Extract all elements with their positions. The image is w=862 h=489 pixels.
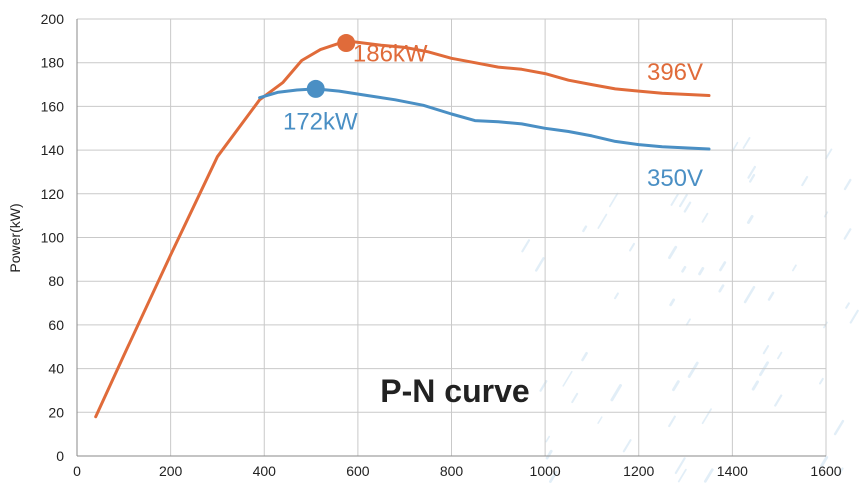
watermark-streak <box>838 467 844 476</box>
watermark-streak <box>668 245 678 260</box>
x-tick-label: 400 <box>253 463 277 479</box>
series-labels: 396V 186kW 350V 172kW <box>283 41 703 193</box>
watermark-streak <box>608 192 619 208</box>
x-tick-label: 0 <box>73 463 81 479</box>
watermark-streak <box>549 470 558 483</box>
watermark-streak <box>833 419 845 436</box>
watermark-streak <box>562 370 573 387</box>
y-tick-label: 140 <box>41 142 65 158</box>
series-name-label: 396V <box>647 59 703 86</box>
watermark-streak <box>678 193 688 208</box>
watermark-streak <box>751 380 759 391</box>
watermark-streak <box>767 291 775 301</box>
watermark-streak <box>521 239 531 253</box>
decorative-watermark <box>521 137 859 483</box>
watermark-streak <box>669 298 676 307</box>
chart-title: P-N curve <box>380 373 529 409</box>
watermark-streak <box>747 165 757 179</box>
watermark-streak <box>677 468 687 483</box>
watermark-streak <box>701 408 712 425</box>
watermark-streak <box>597 416 603 424</box>
watermark-streak <box>614 292 619 300</box>
y-tick-label: 0 <box>56 448 64 464</box>
x-tick-label: 200 <box>159 463 183 479</box>
watermark-streak <box>674 457 686 475</box>
y-tick-label: 40 <box>48 361 64 377</box>
y-tick-label: 60 <box>48 317 64 333</box>
watermark-streak <box>545 435 551 443</box>
watermark-streak <box>749 173 756 183</box>
watermark-streak <box>703 468 714 483</box>
peak-markers <box>306 34 356 98</box>
axes <box>76 19 826 457</box>
watermark-streak <box>825 148 833 160</box>
watermark-streak <box>622 439 632 453</box>
watermark-streak <box>774 394 783 407</box>
watermark-streak <box>845 302 850 309</box>
watermark-streak <box>534 257 545 272</box>
watermark-streak <box>849 309 859 324</box>
y-tick-label: 100 <box>41 230 65 246</box>
series-name-label: 350V <box>647 165 703 192</box>
y-axis-title: Power(kW) <box>7 203 23 272</box>
watermark-streak <box>843 228 852 240</box>
watermark-streak <box>628 242 636 252</box>
x-tick-label: 1400 <box>717 463 748 479</box>
peak-value-label: 186kW <box>353 41 428 68</box>
watermark-streak <box>746 214 754 224</box>
x-tick-label: 1600 <box>810 463 841 479</box>
series-lines <box>94 39 711 419</box>
tick-labels: 0 200 400 600 800 1000 1200 1400 1600 0 20 40 60 80 10… <box>41 11 842 479</box>
watermark-streak <box>571 392 579 404</box>
peak-value-label: 172kW <box>283 108 358 135</box>
watermark-streak <box>742 137 751 149</box>
watermark-streak <box>610 384 622 402</box>
x-tick-label: 600 <box>346 463 370 479</box>
watermark-streak <box>801 175 809 187</box>
peak-marker-350v <box>306 79 325 98</box>
watermark-streak <box>597 213 608 229</box>
y-tick-label: 80 <box>48 273 64 289</box>
watermark-streak <box>762 345 770 355</box>
watermark-streak <box>718 284 725 293</box>
watermark-streak <box>777 351 783 360</box>
watermark-streak <box>791 264 797 272</box>
x-tick-label: 800 <box>440 463 464 479</box>
y-tick-label: 200 <box>41 11 65 27</box>
y-tick-label: 160 <box>41 98 65 114</box>
y-tick-label: 20 <box>48 404 64 420</box>
watermark-streak <box>701 212 709 223</box>
watermark-streak <box>819 377 824 385</box>
watermark-streak <box>668 415 676 428</box>
watermark-streak <box>683 201 692 213</box>
watermark-streak <box>681 265 687 273</box>
watermark-streak <box>581 351 588 362</box>
series-line-396v <box>94 39 711 419</box>
watermark-streak <box>719 261 727 272</box>
watermark-streak <box>698 267 705 276</box>
watermark-streak <box>672 380 680 392</box>
grid-lines <box>77 18 827 456</box>
x-tick-label: 1000 <box>530 463 561 479</box>
peak-marker-396v <box>337 34 356 53</box>
y-tick-label: 180 <box>41 55 65 71</box>
watermark-streak <box>687 361 699 378</box>
watermark-streak <box>743 285 756 304</box>
x-tick-label: 1200 <box>623 463 654 479</box>
watermark-streak <box>670 193 679 206</box>
watermark-streak <box>545 449 553 460</box>
watermark-streak <box>582 225 588 233</box>
watermark-streak <box>685 318 691 326</box>
watermark-streak <box>843 178 852 191</box>
y-tick-label: 120 <box>41 186 65 202</box>
watermark-streak <box>820 455 829 468</box>
